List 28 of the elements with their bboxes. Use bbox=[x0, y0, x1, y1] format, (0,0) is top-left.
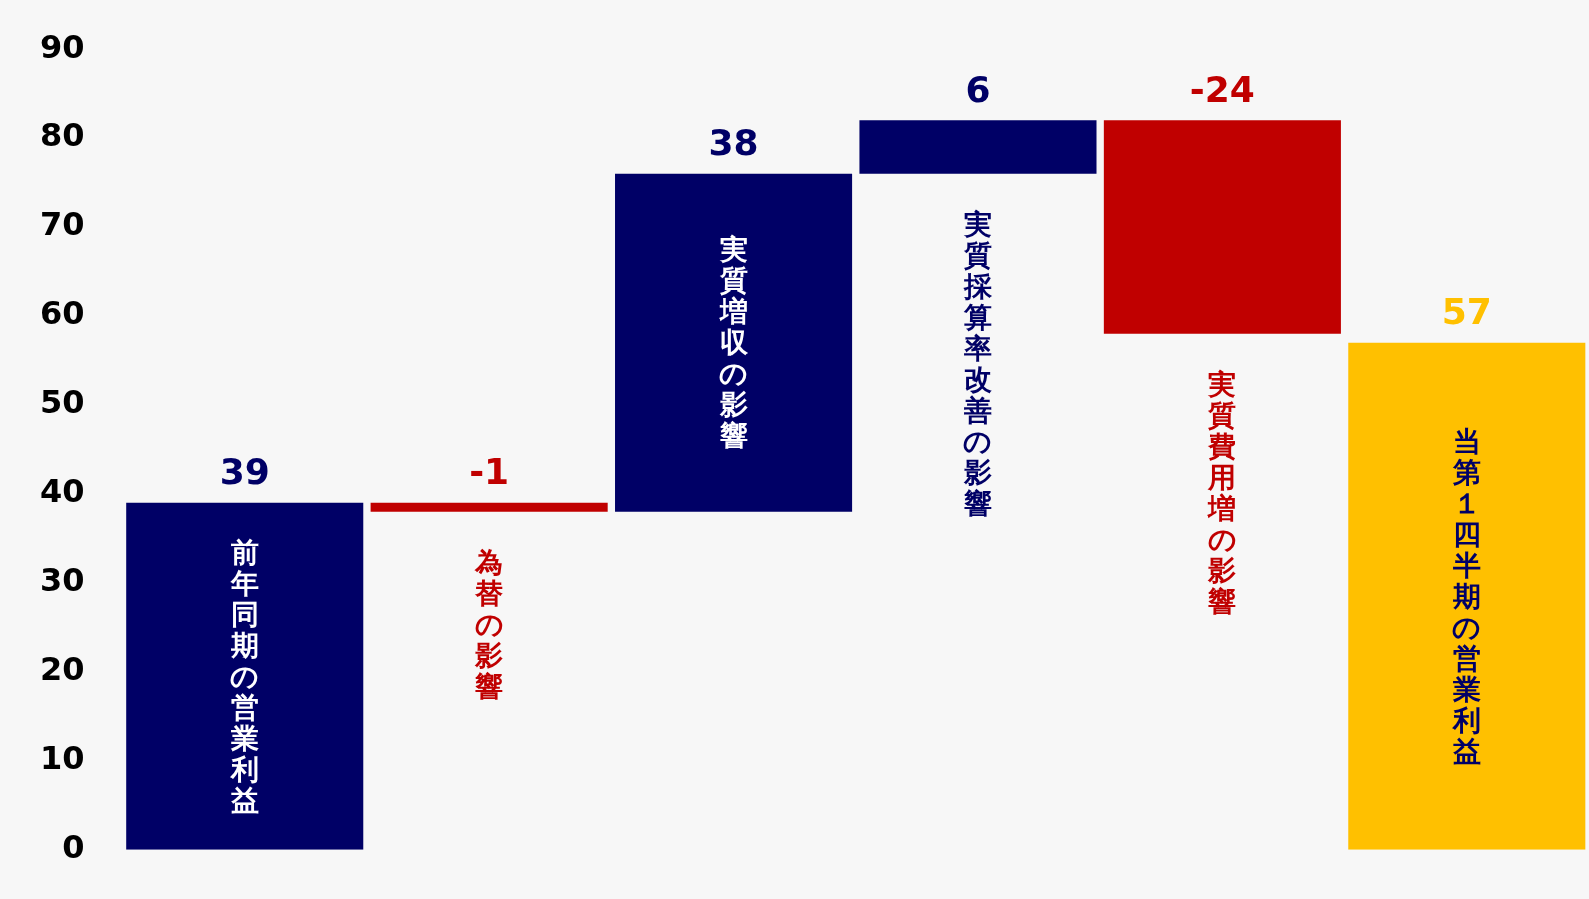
x-tick-label: 為替の影響 bbox=[474, 545, 504, 703]
y-tick-label: 80 bbox=[40, 116, 85, 155]
y-tick-label: 0 bbox=[62, 828, 85, 867]
y-tick-label: 20 bbox=[40, 650, 85, 689]
y-tick-label: 60 bbox=[40, 294, 85, 333]
data-label: 57 bbox=[1441, 291, 1492, 333]
data-label: -24 bbox=[1189, 68, 1255, 110]
bar bbox=[370, 502, 608, 512]
y-tick-label: 70 bbox=[40, 205, 85, 244]
y-tick-label: 10 bbox=[40, 739, 85, 778]
x-tick-label: 実質費用増の影響 bbox=[1207, 367, 1237, 618]
y-tick-label: 90 bbox=[40, 27, 85, 66]
y-tick-label: 40 bbox=[40, 472, 85, 511]
bar bbox=[1103, 120, 1341, 334]
bar bbox=[126, 502, 364, 850]
category-label: 当第１四半期の営業利益 bbox=[1452, 424, 1482, 768]
data-label: 6 bbox=[965, 68, 991, 110]
data-label: -1 bbox=[469, 451, 510, 493]
category-label: 前年同期の営業利益 bbox=[230, 535, 260, 817]
category-label: 実質採算率改善の影響 bbox=[963, 207, 993, 520]
data-label: 38 bbox=[708, 122, 759, 164]
bar bbox=[615, 173, 853, 512]
bar bbox=[1348, 342, 1586, 850]
x-tick-label: 実質増収の影響 bbox=[719, 233, 749, 453]
data-label: 39 bbox=[219, 451, 270, 493]
y-tick-label: 30 bbox=[40, 561, 85, 600]
y-tick-label: 50 bbox=[40, 383, 85, 422]
bar bbox=[859, 120, 1097, 174]
